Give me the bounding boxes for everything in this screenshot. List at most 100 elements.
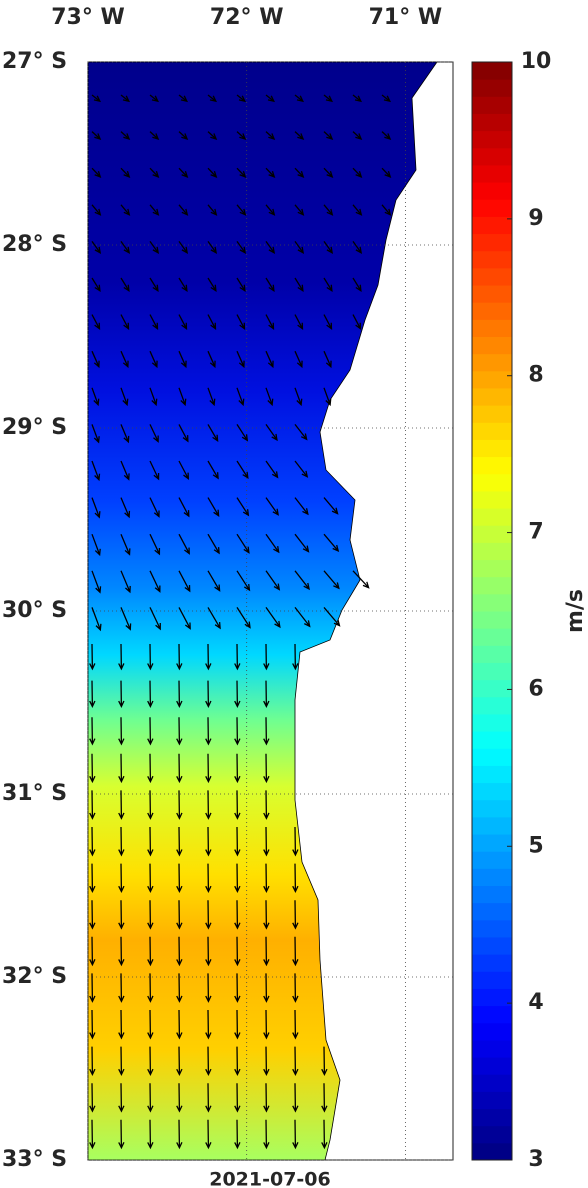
colorbar-step xyxy=(472,79,512,97)
wind-arrow xyxy=(352,131,363,141)
colorbar-step xyxy=(472,164,512,183)
wind-arrow xyxy=(292,863,299,894)
colorbar-step xyxy=(472,285,512,303)
wind-arrow xyxy=(149,277,159,292)
wind-arrow xyxy=(294,533,310,553)
wind-arrow xyxy=(178,204,189,216)
wind-arrow xyxy=(207,350,216,369)
wind-arrow xyxy=(265,570,281,591)
wind-arrow xyxy=(236,424,249,442)
wind-arrow xyxy=(294,94,305,103)
colorbar-step xyxy=(472,96,512,114)
colorbar-step xyxy=(472,1091,512,1110)
wind-arrow xyxy=(147,1046,154,1077)
colorbar-frame xyxy=(471,61,513,1161)
wind-arrow xyxy=(178,277,188,292)
colorbar-step xyxy=(472,147,512,166)
wind-arrow xyxy=(176,826,183,857)
wind-arrow xyxy=(236,460,249,479)
wind-arrow xyxy=(120,497,131,519)
wind-arrow xyxy=(120,607,132,631)
wind-arrow xyxy=(236,241,247,254)
wind-arrow xyxy=(205,717,212,746)
wind-arrow xyxy=(265,607,281,629)
colorbar-step xyxy=(472,490,512,509)
wind-arrow xyxy=(236,167,247,178)
wind-arrow xyxy=(352,570,370,589)
wind-arrow xyxy=(323,350,332,369)
wind-arrow xyxy=(236,314,246,331)
lat-tick-label: 31° S xyxy=(2,781,67,806)
colorbar-step xyxy=(472,1142,512,1161)
colorbar-step xyxy=(472,130,512,149)
wind-arrow xyxy=(178,314,188,331)
wind-arrow xyxy=(91,424,100,444)
wind-arrow xyxy=(176,643,183,671)
wind-arrow xyxy=(178,94,189,103)
colorbar-step xyxy=(472,1125,512,1144)
wind-arrow xyxy=(118,826,125,857)
wind-arrow xyxy=(89,936,96,967)
colorbar-step xyxy=(472,233,512,252)
wind-arrow xyxy=(236,277,246,292)
colorbar-step xyxy=(472,1022,512,1041)
wind-arrow xyxy=(178,460,190,480)
wind-arrow xyxy=(234,643,241,671)
wind-arrow xyxy=(265,460,279,479)
wind-arrow xyxy=(294,424,308,441)
wind-arrow xyxy=(207,314,217,331)
wind-arrow xyxy=(294,497,309,516)
colorbar-step xyxy=(472,731,512,749)
colorbar-step xyxy=(472,628,512,646)
colorbar-step xyxy=(472,387,512,406)
wind-arrow xyxy=(292,1119,299,1150)
colorbar-step xyxy=(472,559,512,578)
colorbar-step xyxy=(472,62,512,80)
wind-arrow xyxy=(294,167,305,178)
wind-arrow xyxy=(207,131,218,141)
wind-arrow xyxy=(176,1119,183,1150)
wind-arrow xyxy=(234,1009,241,1040)
wind-arrow xyxy=(205,753,212,784)
colorbar-step xyxy=(472,885,512,904)
lat-tick-label: 28° S xyxy=(2,232,67,257)
wind-arrow xyxy=(178,570,191,593)
wind-arrow xyxy=(323,387,332,407)
colorbar-step xyxy=(472,1005,512,1024)
wind-arrow xyxy=(149,350,158,369)
wind-arrow xyxy=(120,424,130,444)
colorbar-step xyxy=(472,936,512,955)
wind-arrow xyxy=(323,204,334,216)
wind-arrow xyxy=(120,314,130,331)
wind-arrow xyxy=(149,607,161,631)
wind-arrow xyxy=(323,131,334,141)
wind-arrow xyxy=(91,277,101,292)
wind-arrow xyxy=(147,936,154,967)
wind-arrow xyxy=(234,1046,241,1077)
wind-arrow xyxy=(118,790,125,820)
wind-arrow xyxy=(294,350,303,369)
wind-arrow xyxy=(176,973,183,1003)
wind-arrow xyxy=(149,424,159,443)
wind-arrow xyxy=(265,387,274,407)
wind-arrow xyxy=(352,94,363,103)
colorbar-step xyxy=(472,902,512,921)
colorbar-tick-label: 4 xyxy=(528,990,543,1015)
wind-arrow xyxy=(265,94,276,103)
colorbar-step xyxy=(472,765,512,784)
wind-arrow xyxy=(120,387,129,407)
wind-field xyxy=(87,61,438,1161)
wind-arrow xyxy=(265,204,276,216)
wind-arrow xyxy=(120,277,130,292)
wind-arrow xyxy=(120,131,131,141)
wind-arrow xyxy=(178,167,189,178)
colorbar-step xyxy=(472,851,512,869)
wind-arrow xyxy=(205,643,212,671)
wind-arrow xyxy=(205,1009,212,1040)
colorbar-step xyxy=(472,439,512,458)
wind-arrow xyxy=(234,753,241,784)
wind-arrow xyxy=(147,717,154,746)
wind-arrow xyxy=(207,94,218,103)
colorbar-step xyxy=(472,542,512,561)
